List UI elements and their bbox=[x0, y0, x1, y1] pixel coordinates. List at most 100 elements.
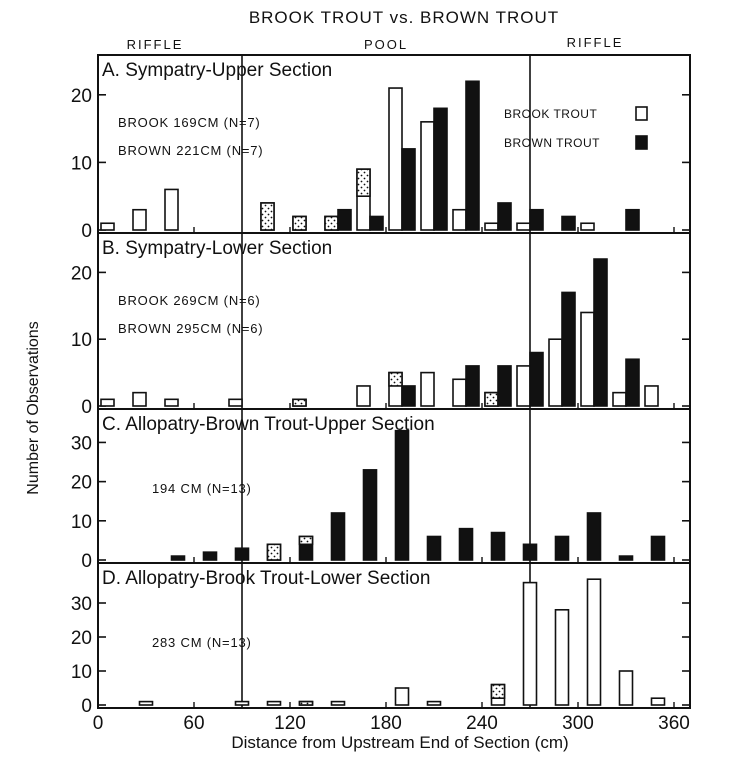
panel-d-y-tick-label: 0 bbox=[81, 696, 92, 717]
panel-a-bar-brook bbox=[420, 121, 435, 231]
panel-a-bar-brook bbox=[484, 222, 499, 231]
panel-a-bar-brown bbox=[465, 80, 480, 231]
panel-a-bar-stippled bbox=[324, 215, 339, 231]
panel-a-bar-brown bbox=[369, 215, 384, 231]
panel-b-bar-brown bbox=[497, 365, 512, 407]
panel-a-bar-brook bbox=[132, 208, 147, 231]
panel-a-annotation: BROWN 221CM (N=7) bbox=[118, 143, 263, 158]
legend: BROOK TROUT BROWN TROUT bbox=[504, 106, 648, 150]
panel-c-bar-brown bbox=[426, 535, 442, 561]
panel-b-bar-brook bbox=[100, 398, 115, 407]
panel-d-bar-brook bbox=[234, 700, 250, 706]
panel-c-y-tick-label: 30 bbox=[71, 433, 92, 454]
panel-d-bar-brook bbox=[650, 697, 666, 706]
panel-b-bar-stippled bbox=[484, 391, 499, 407]
x-tick-label: 360 bbox=[658, 713, 690, 734]
panel-b-y-tick-label: 20 bbox=[71, 263, 92, 284]
panel-a-bar-brook bbox=[100, 222, 115, 231]
legend-label-brook: BROOK TROUT bbox=[504, 107, 597, 121]
panel-d-annotation: 283 CM (N=13) bbox=[152, 635, 252, 650]
panel-b-bar-brook bbox=[516, 365, 531, 407]
panel-b-bar-brook bbox=[644, 385, 659, 407]
panel-d-bar-brook bbox=[138, 700, 154, 706]
panel-c-bar-brown bbox=[650, 535, 666, 561]
x-axis-label: Distance from Upstream End of Section (c… bbox=[231, 733, 568, 752]
panel-d-bar-brook bbox=[394, 687, 410, 706]
panel-d-bar-stippled bbox=[298, 700, 314, 706]
panel-d-bar-stippled bbox=[490, 683, 506, 699]
panel-a-bar-stippled bbox=[356, 168, 371, 198]
panel-b-bar-stippled bbox=[388, 371, 403, 387]
panel-d-bar-brook bbox=[554, 608, 570, 706]
figure-title: BROOK TROUT vs. BROWN TROUT bbox=[249, 8, 559, 27]
panel-c-bar-brown bbox=[170, 555, 186, 561]
panel-a-bar-brook bbox=[388, 87, 403, 231]
panel-a-bar-brook bbox=[164, 188, 179, 231]
panel-c-bar-brown bbox=[586, 512, 602, 561]
legend-swatch-brown bbox=[635, 135, 648, 150]
panel-c: 0 10 20 30 C. Allopatry-Brown Trout-Upper Se… bbox=[71, 408, 691, 572]
panel-c-bar-brown bbox=[362, 469, 378, 561]
panel-a-bar-brook bbox=[580, 222, 595, 231]
panel-d-bar-brook bbox=[426, 700, 442, 706]
panel-b-annotation: BROWN 295CM (N=6) bbox=[118, 321, 263, 336]
panel-a-annotation: BROOK 169CM (N=7) bbox=[118, 115, 261, 130]
panel-b-bar-brown bbox=[465, 365, 480, 407]
panel-b-y-tick-label: 0 bbox=[81, 397, 92, 418]
panel-a-bar-stippled bbox=[292, 215, 307, 231]
panel-b-bar-brook bbox=[420, 371, 435, 407]
panel-d-frame bbox=[97, 562, 691, 709]
panel-b-bar-brook bbox=[164, 398, 179, 407]
panel-c-bar-brown bbox=[394, 429, 410, 561]
panel-b: 0 10 20 B. Sympatry-Lower Section BROOK 269C… bbox=[71, 232, 691, 418]
habitat-label-pool: POOL bbox=[364, 37, 408, 52]
panel-c-bar-brown bbox=[234, 547, 250, 561]
habitat-label-riffle-right: RIFFLE bbox=[567, 35, 624, 50]
panel-d-bar-brook bbox=[522, 581, 538, 706]
panel-a-y-tick-label: 10 bbox=[71, 153, 92, 174]
panel-b-y-tick-label: 10 bbox=[71, 330, 92, 351]
panel-d-y-tick-label: 30 bbox=[71, 594, 92, 615]
panel-b-bar-brook bbox=[548, 338, 563, 407]
panel-d-bar-brook bbox=[266, 700, 282, 706]
panel-c-bar-brown bbox=[458, 527, 474, 561]
panel-a-bar-brown bbox=[337, 208, 352, 231]
panel-b-bar-brown bbox=[593, 258, 608, 407]
panel-b-bar-brook bbox=[356, 385, 371, 407]
panel-b-bar-brook bbox=[612, 391, 627, 407]
panel-d-bar-brook bbox=[618, 670, 634, 706]
legend-swatch-brook bbox=[635, 106, 648, 121]
panel-b-bar-brown bbox=[561, 291, 576, 407]
panel-c-bar-brown bbox=[330, 512, 346, 561]
x-tick-label: 60 bbox=[183, 713, 204, 734]
panel-c-y-tick-label: 0 bbox=[81, 551, 92, 572]
panel-c-y-tick-label: 10 bbox=[71, 512, 92, 533]
panel-c-bar-brown bbox=[490, 531, 506, 561]
panel-c-title: C. Allopatry-Brown Trout-Upper Section bbox=[102, 414, 435, 435]
panel-c-y-tick-label: 20 bbox=[71, 473, 92, 494]
panel-a-y-tick-label: 0 bbox=[81, 221, 92, 242]
panel-a-bar-brown bbox=[497, 202, 512, 231]
panel-a-bar-brook bbox=[452, 208, 467, 231]
panel-a-bar-brown bbox=[401, 148, 416, 231]
x-tick-label: 180 bbox=[370, 713, 402, 734]
panel-b-bar-brook bbox=[580, 311, 595, 407]
panel-b-bar-brook bbox=[228, 398, 243, 407]
panel-a-bar-brown bbox=[529, 208, 544, 231]
panel-a-title: A. Sympatry-Upper Section bbox=[102, 60, 332, 81]
panel-a-y-tick-label: 20 bbox=[71, 86, 92, 107]
panel-d-bar-brook bbox=[586, 578, 602, 706]
y-axis-label: Number of Observations bbox=[25, 321, 42, 494]
panel-d-y-tick-label: 20 bbox=[71, 628, 92, 649]
panel-c-annotation: 194 CM (N=13) bbox=[152, 481, 252, 496]
panel-b-bar-brown bbox=[529, 351, 544, 407]
panel-a-bar-stippled bbox=[260, 202, 275, 231]
panel-b-bar-stippled bbox=[292, 398, 307, 407]
habitat-label-riffle-left: RIFFLE bbox=[127, 37, 184, 52]
legend-label-brown: BROWN TROUT bbox=[504, 136, 600, 150]
panel-c-bar-stippled bbox=[298, 535, 314, 546]
panel-a-bar-brook bbox=[516, 222, 531, 231]
panel-a-bar-brown bbox=[625, 208, 640, 231]
x-tick-label: 240 bbox=[466, 713, 498, 734]
